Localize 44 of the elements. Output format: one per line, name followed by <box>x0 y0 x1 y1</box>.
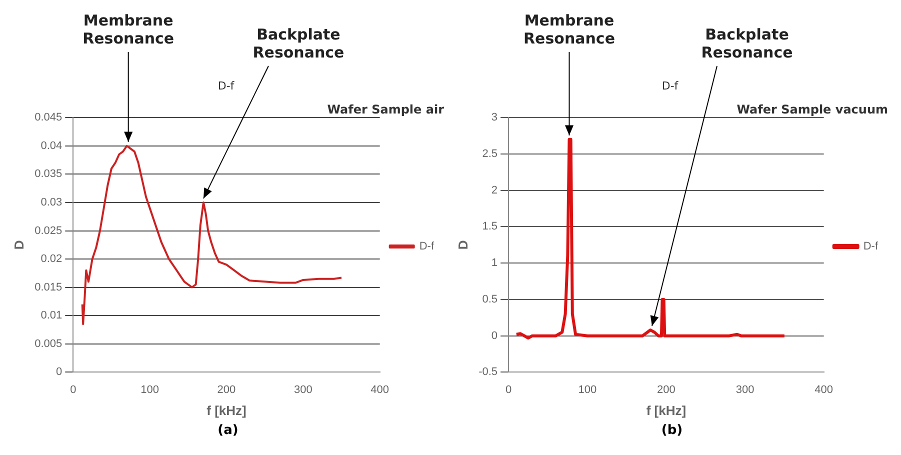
text: (b) <box>660 423 684 438</box>
chart-subtitle: Wafer Sample vacuum <box>736 102 888 117</box>
x-axis-title: f [kHz] <box>646 402 686 418</box>
text: (a) <box>216 423 240 438</box>
x-tick-label: 100 <box>578 384 597 396</box>
x-tick-label: 200 <box>657 384 676 396</box>
x-tick-label: 100 <box>140 384 159 396</box>
x-axis-title: f [kHz] <box>206 402 246 418</box>
annotation: Backplate Resonance <box>252 25 344 62</box>
y-tick-label: 0.01 <box>40 310 62 322</box>
x-tick-label: 400 <box>370 384 390 396</box>
y-tick-label: 0.045 <box>34 112 62 124</box>
chart-title: D-f <box>662 79 680 92</box>
x-tick-label: 200 <box>217 384 236 396</box>
y-tick-label: 0 <box>491 330 498 342</box>
x-tick-label: 300 <box>736 384 754 396</box>
legend-label: D-f <box>863 240 879 253</box>
y-tick-label: 0.02 <box>40 253 62 266</box>
annotation: Membrane Resonance <box>523 11 616 48</box>
y-tick-label: 1.5 <box>482 220 498 233</box>
y-tick-label: 2 <box>491 184 498 196</box>
annotation: Membrane Resonance <box>82 11 174 48</box>
x-tick-label: 400 <box>814 384 834 396</box>
y-axis-title: D <box>11 240 26 250</box>
y-tick-label: 0.035 <box>34 168 62 180</box>
y-tick-label: 1 <box>491 257 498 270</box>
y-tick-label: 0.03 <box>40 196 62 208</box>
y-tick-label: 3 <box>491 112 498 124</box>
chart-subtitle: Wafer Sample air <box>327 102 444 117</box>
y-tick-label: 0 <box>56 366 62 378</box>
chart-title: D-f <box>218 79 236 92</box>
y-tick-label: 0.005 <box>34 338 62 350</box>
y-tick-label: 0.04 <box>40 140 62 152</box>
x-tick-label: 0 <box>70 384 76 396</box>
annotation: Backplate Resonance <box>701 25 793 62</box>
y-tick-label: 0.5 <box>482 293 498 306</box>
x-tick-label: 0 <box>505 384 512 396</box>
y-tick-label: 0.025 <box>34 224 62 237</box>
y-tick-label: -0.5 <box>478 366 498 378</box>
legend-label: D-f <box>419 240 435 253</box>
y-tick-label: 2.5 <box>482 148 498 160</box>
y-tick-label: 0.015 <box>34 281 62 294</box>
x-tick-label: 300 <box>294 384 312 396</box>
y-axis-title: D <box>455 240 470 250</box>
